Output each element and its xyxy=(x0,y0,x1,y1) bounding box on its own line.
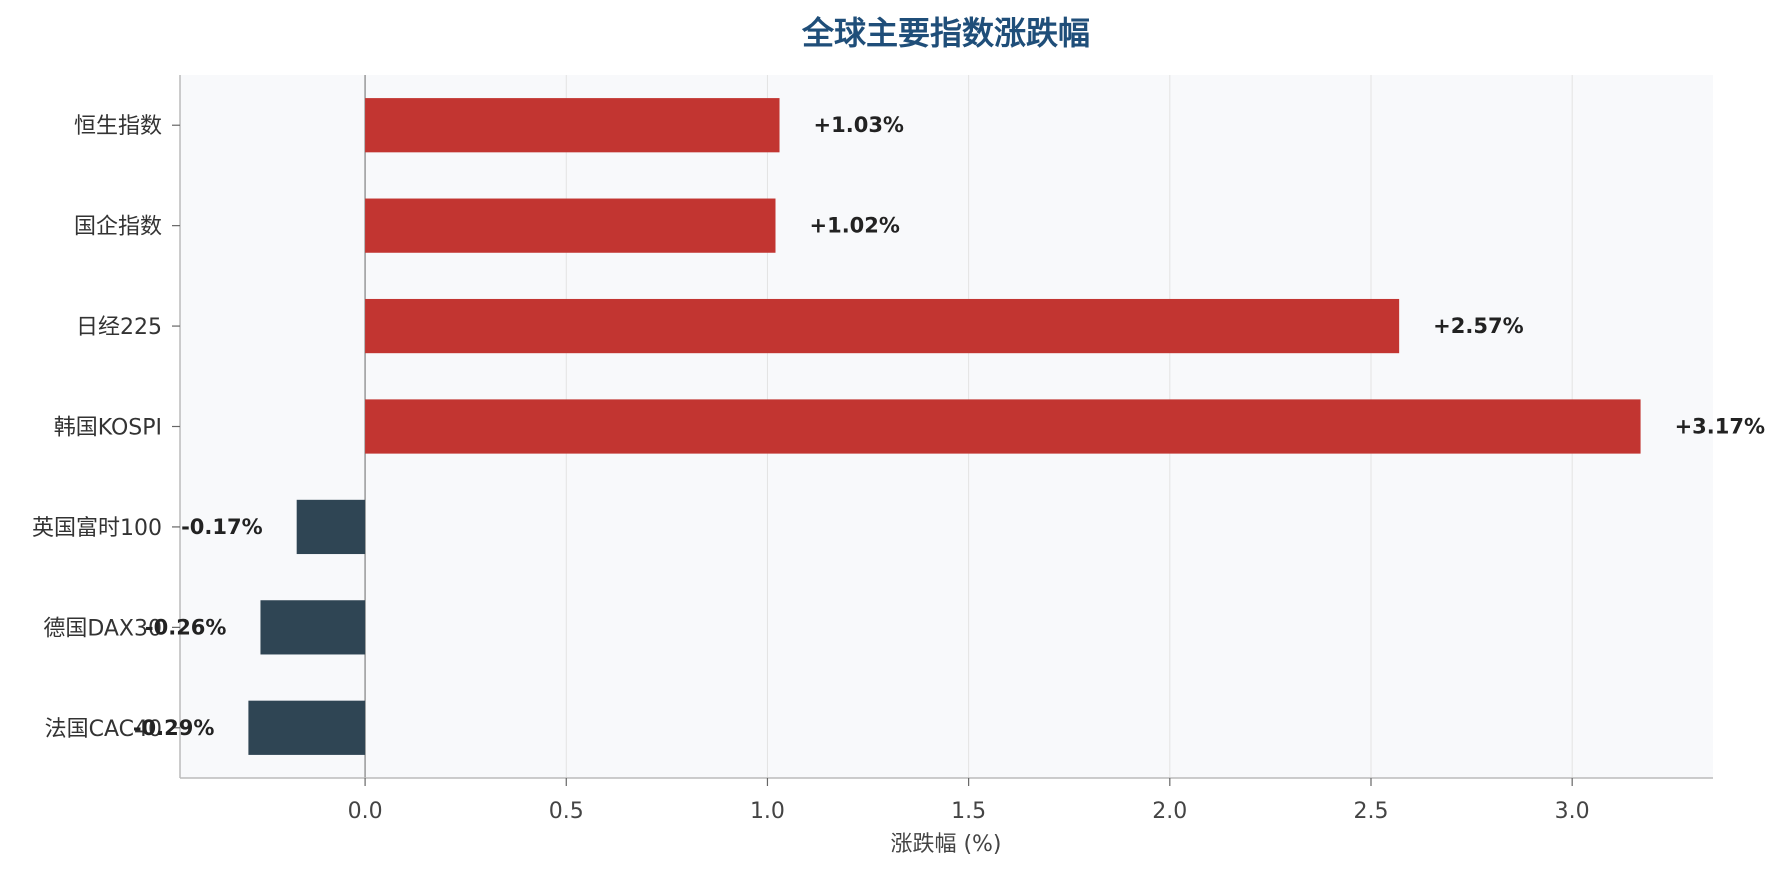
x-tick-label: 1.0 xyxy=(750,799,785,824)
data-label: +1.03% xyxy=(814,113,904,137)
x-tick-label: 3.0 xyxy=(1555,799,1590,824)
bar xyxy=(365,399,1641,454)
bar xyxy=(365,298,1400,354)
category-label: 日经225 xyxy=(76,315,162,340)
bar xyxy=(365,198,776,253)
bar xyxy=(248,700,366,755)
data-label: +2.57% xyxy=(1433,314,1523,338)
x-tick-label: 0.5 xyxy=(549,799,584,824)
data-label: -0.17% xyxy=(181,515,263,539)
category-label: 英国富时100 xyxy=(32,516,162,541)
x-tick-label: 0.0 xyxy=(348,799,383,824)
data-label: +3.17% xyxy=(1675,415,1765,439)
data-labels: +1.03% +1.02% +2.57% +3.17% -0.17% -0.26% -0.2… xyxy=(133,113,1765,740)
x-tick-label: 2.5 xyxy=(1353,799,1388,824)
bars xyxy=(248,98,1641,755)
x-tick-label: 1.5 xyxy=(951,799,986,824)
bar xyxy=(260,600,366,655)
x-tick-label: 2.0 xyxy=(1152,799,1187,824)
x-ticks: 0.0 0.5 1.0 1.5 2.0 2.5 3.0 xyxy=(348,778,1590,824)
category-label: 法国CAC40 xyxy=(45,717,162,742)
data-label: -0.29% xyxy=(133,716,215,740)
category-label: 韩国KOSPI xyxy=(54,416,162,441)
data-label: -0.26% xyxy=(145,615,227,639)
data-label: +1.02% xyxy=(809,214,899,238)
bar xyxy=(296,499,366,555)
category-label: 德国DAX30 xyxy=(43,616,162,641)
category-label: 恒生指数 xyxy=(74,114,162,139)
chart-title: 全球主要指数涨跌幅 xyxy=(801,14,1090,52)
x-axis-title: 涨跌幅 (%) xyxy=(890,832,1001,857)
bar xyxy=(365,98,780,153)
category-label: 国企指数 xyxy=(74,215,162,240)
